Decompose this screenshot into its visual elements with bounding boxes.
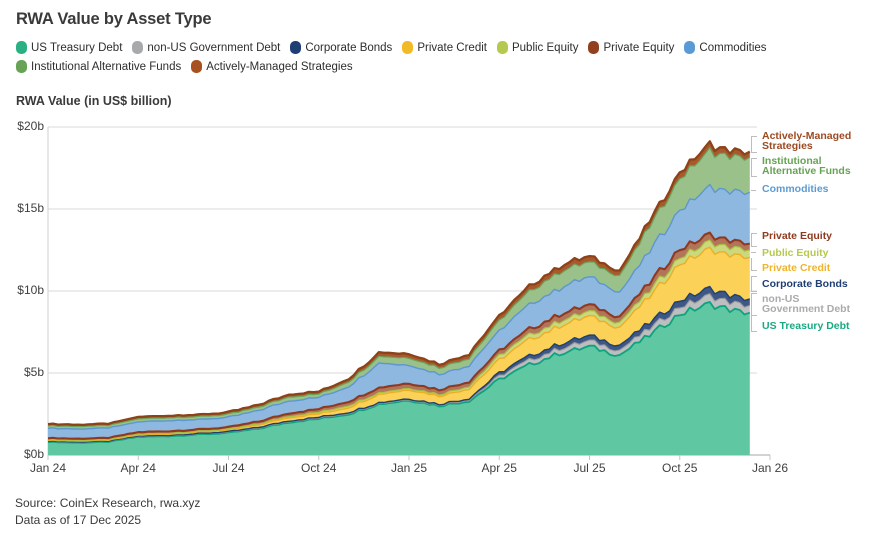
y-tick-label: $0b [23,447,44,461]
legend-swatch-icon [16,41,27,54]
legend-label: Commodities [699,41,767,54]
as-of-note: Data as of 17 Dec 2025 [15,513,142,527]
y-axis-title: RWA Value (in US$ billion) [16,94,172,108]
page-title: RWA Value by Asset Type [16,10,212,28]
legend-swatch-icon [684,41,696,54]
legend: US Treasury Debt non-US Government Debt Co… [16,41,774,73]
legend-label: Public Equity [511,41,579,54]
x-tick-label: Apr 25 [481,461,517,475]
series-end-label-7: non-US Government Debt [762,293,851,315]
x-tick-label: Oct 25 [662,461,698,475]
legend-swatch-icon [588,41,600,54]
legend-label: US Treasury Debt [31,41,123,54]
source-note: Source: CoinEx Research, rwa.xyz [15,496,201,510]
x-tick-label: Jan 26 [751,461,788,475]
y-tick-label: $5b [23,365,44,379]
series-end-label-2: Commodities [762,183,829,195]
legend-item-7: Institutional Alternative Funds [16,60,181,73]
legend-label: non-US Government Debt [147,41,281,54]
legend-swatch-icon [290,41,302,54]
legend-item-3: Private Credit [402,41,487,54]
series-end-label-3: Private Equity [762,230,833,242]
series-end-label-4: Public Equity [762,246,829,259]
legend-label: Private Equity [603,41,675,54]
legend-label: Actively-Managed Strategies [206,60,353,73]
legend-item-0: US Treasury Debt [16,41,122,54]
legend-item-6: Commodities [684,41,767,54]
legend-label: Institutional Alternative Funds [31,60,182,73]
x-tick-label: Oct 24 [301,461,337,475]
series-end-label-6: Corporate Bonds [762,277,848,290]
series-end-label-5: Private Credit [762,261,831,274]
legend-item-4: Public Equity [496,41,579,54]
y-tick-label: $10b [17,283,44,297]
legend-swatch-icon [191,60,203,73]
legend-swatch-icon [496,41,508,54]
y-tick-label: $15b [17,201,44,215]
legend-swatch-icon [132,41,144,54]
x-tick-label: Jul 24 [212,461,245,475]
y-tick-label: $20b [17,119,44,133]
x-tick-label: Jan 24 [29,461,67,475]
legend-label: Private Credit [417,41,487,54]
series-end-label-1: Institutional Alternative Funds [762,155,851,177]
legend-item-1: non-US Government Debt [132,41,280,54]
legend-item-8: Actively-Managed Strategies [191,60,353,73]
legend-item-2: Corporate Bonds [290,41,392,54]
x-tick-label: Apr 24 [120,461,156,475]
x-tick-label: Jul 25 [573,461,606,475]
series-end-label-8: US Treasury Debt [762,319,850,332]
legend-label: Corporate Bonds [305,41,393,54]
legend-item-5: Private Equity [588,41,674,54]
legend-swatch-icon [402,41,414,54]
legend-swatch-icon [16,60,27,73]
x-tick-label: Jan 25 [390,461,427,475]
series-end-label-0: Actively-Managed Strategies [762,130,852,152]
